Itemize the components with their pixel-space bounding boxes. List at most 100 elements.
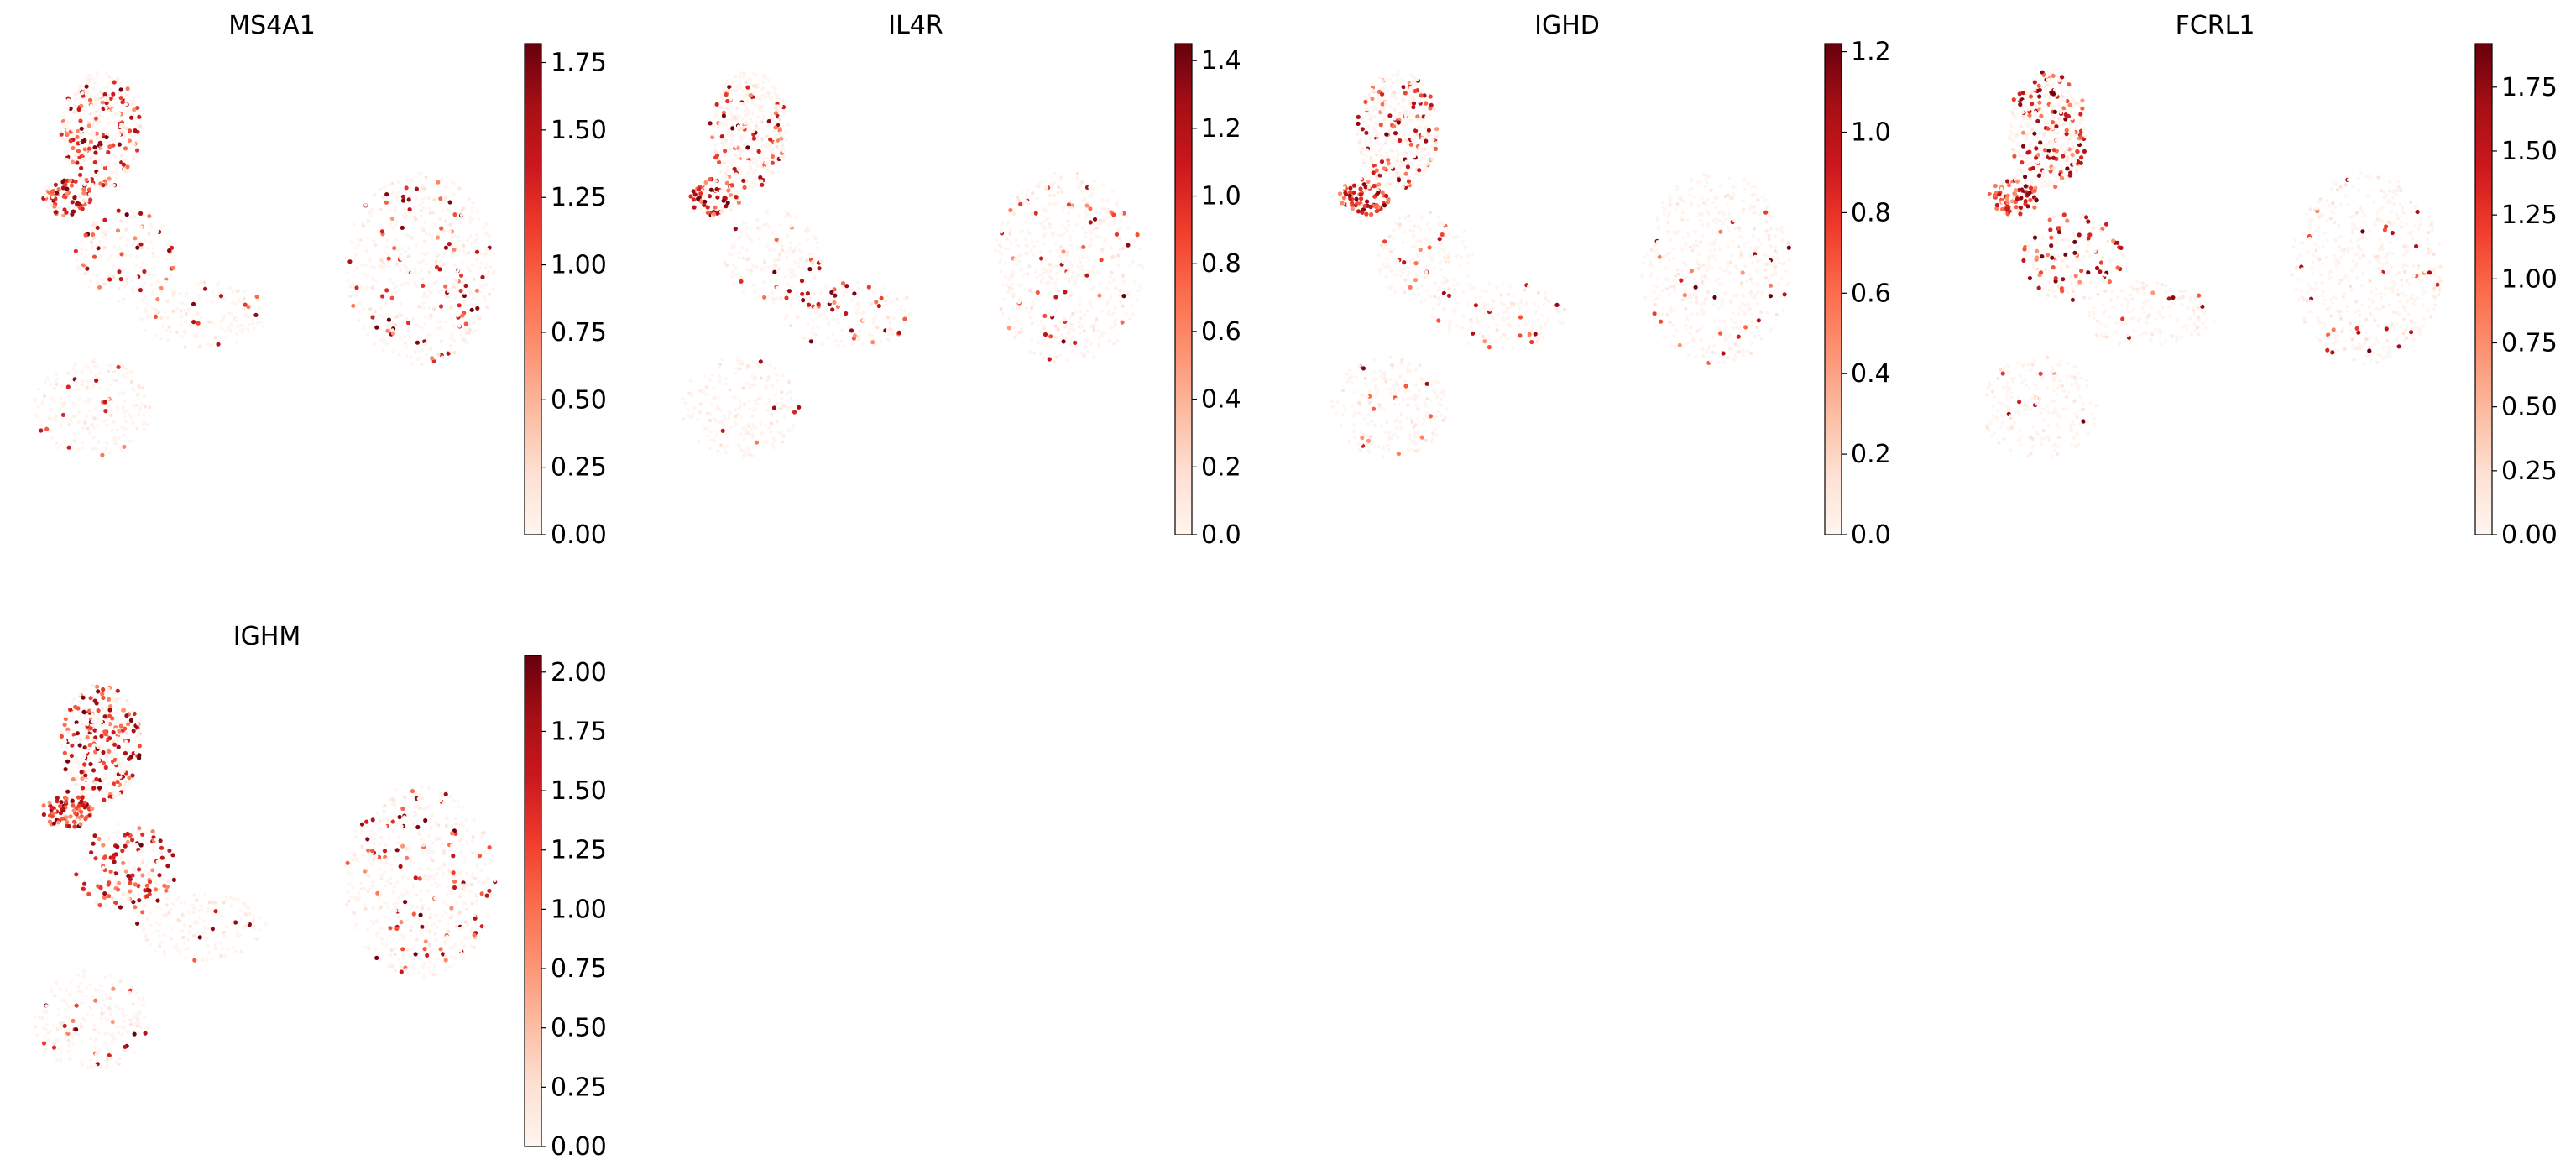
cell-point (1010, 274, 1014, 279)
cell-point (729, 117, 733, 121)
cell-point (1078, 310, 1082, 314)
cell-point (704, 426, 708, 431)
cell-point (1677, 342, 1682, 347)
cell-point (1733, 354, 1737, 358)
cell-point (416, 260, 421, 264)
cell-point (355, 266, 359, 270)
cell-point (713, 395, 717, 400)
cell-point (994, 248, 998, 253)
cell-point (76, 91, 81, 95)
cell-point (791, 297, 795, 301)
colorbar: 0.00.20.40.60.81.01.21.4 (1174, 43, 1241, 550)
cell-point (1102, 218, 1106, 222)
colorbar-gradient (524, 43, 542, 535)
cell-point (692, 192, 698, 197)
cell-point (483, 298, 488, 302)
cell-point (1043, 226, 1048, 230)
cell-point (1423, 298, 1427, 302)
cell-point (1712, 239, 1716, 243)
cell-point (439, 226, 444, 231)
cell-point (107, 451, 112, 455)
cell-point (1542, 302, 1546, 306)
cell-point (1465, 301, 1469, 306)
cell-point (1760, 290, 1764, 295)
cell-point (1369, 140, 1373, 144)
cell-point (1053, 295, 1058, 300)
cell-point (796, 316, 800, 320)
cell-point (1519, 300, 1523, 305)
cell-point (448, 230, 452, 234)
cell-point (352, 268, 356, 272)
cell-point (754, 169, 758, 173)
cell-point (788, 245, 792, 250)
cell-point (1392, 156, 1396, 160)
cell-point (1392, 228, 1396, 232)
cell-point (1764, 262, 1769, 266)
cell-point (124, 212, 129, 217)
cell-point (379, 264, 384, 268)
cell-point (757, 364, 761, 368)
cell-point (452, 263, 457, 267)
cell-point (89, 161, 93, 166)
cell-point (2022, 99, 2026, 103)
cell-point (1724, 325, 1728, 329)
cell-point (1030, 248, 1034, 253)
cell-point (1701, 354, 1706, 358)
cell-point (724, 432, 728, 436)
cell-point (730, 126, 735, 131)
cell-point (61, 194, 66, 199)
cell-point (427, 232, 431, 237)
cell-point (73, 248, 78, 253)
cell-point (1330, 400, 1335, 404)
cell-point (1502, 332, 1507, 337)
embedding-scatter (33, 70, 496, 458)
cell-point (1391, 367, 1395, 371)
cell-point (76, 128, 81, 133)
cell-point (1097, 336, 1101, 340)
cell-point (1424, 289, 1429, 293)
cell-point (1413, 431, 1417, 435)
cell-point (86, 400, 91, 405)
cell-point (811, 318, 815, 322)
cell-point (879, 339, 883, 343)
cell-point (845, 290, 849, 294)
cell-point (1500, 315, 1505, 319)
cell-point (457, 303, 462, 308)
cell-point (68, 106, 73, 111)
cell-point (780, 396, 784, 400)
cell-point (2041, 170, 2046, 174)
cell-point (102, 86, 107, 90)
cell-point (1413, 278, 1419, 283)
cell-point (1427, 245, 1432, 250)
cell-point (132, 290, 136, 295)
cell-point (76, 420, 81, 424)
cell-point (1664, 253, 1669, 258)
cell-point (1076, 273, 1080, 277)
cell-point (1673, 334, 1677, 338)
cell-point (53, 416, 57, 420)
cell-point (440, 289, 444, 293)
cell-point (390, 181, 394, 185)
cell-point (1030, 306, 1034, 311)
cell-point (777, 266, 781, 270)
cell-point (106, 369, 111, 373)
cell-point (1434, 127, 1440, 132)
cell-point (1712, 200, 1716, 205)
cell-point (78, 176, 82, 180)
cell-point (1782, 260, 1786, 265)
cell-point (765, 243, 770, 248)
cell-point (2018, 102, 2023, 107)
panel-title: IL4R (888, 11, 943, 40)
cell-point (442, 263, 446, 267)
cell-point (1121, 274, 1126, 278)
cell-point (259, 320, 264, 324)
cell-point (724, 180, 729, 185)
cell-point (729, 97, 733, 102)
cell-point (2052, 109, 2057, 114)
cell-point (768, 294, 772, 298)
cell-point (1085, 337, 1089, 342)
cell-point (1008, 207, 1013, 213)
cell-point (1019, 229, 1023, 233)
cell-point (1759, 337, 1763, 341)
cell-point (1440, 280, 1445, 285)
